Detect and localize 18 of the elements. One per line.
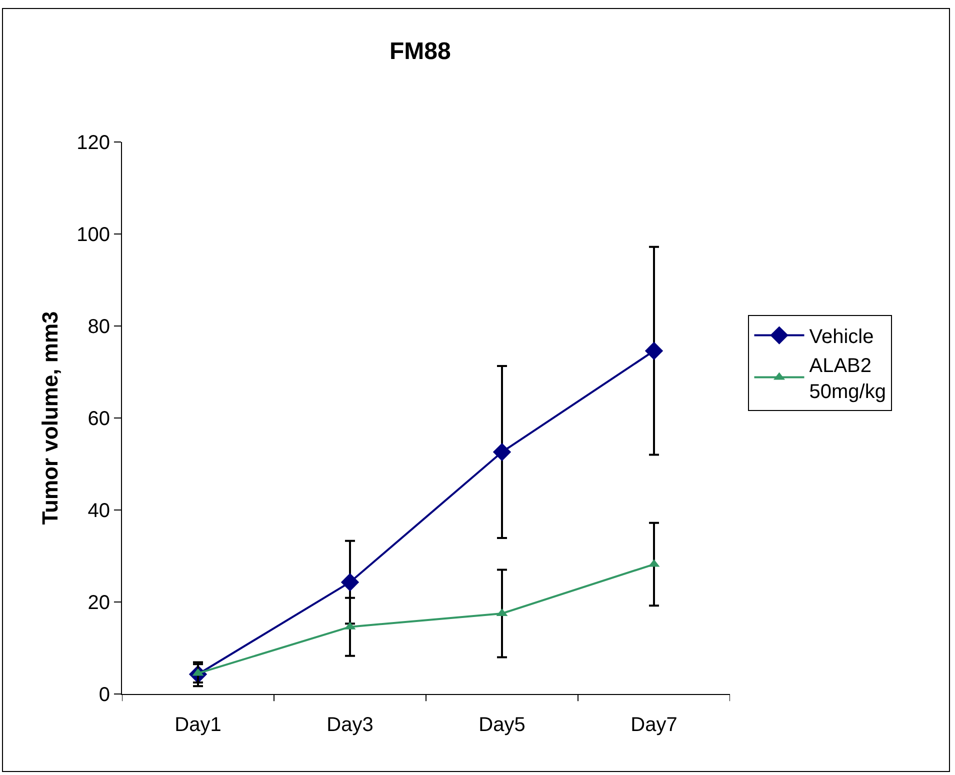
y-tick-label: 100 [76,224,110,246]
y-axis-title: Tumor volume, mm3 [37,311,62,525]
y-tick-label: 0 [98,684,110,706]
y-tick-label: 20 [88,592,110,614]
chart-title: FM88 [390,38,451,65]
y-tick-label: 80 [88,316,110,338]
x-tick-label: Day3 [326,714,374,736]
y-tick-label: 60 [88,408,110,430]
point [492,442,512,462]
point [340,573,360,592]
x-tick-label: Day5 [478,714,526,736]
x-tick-label: Day1 [174,714,222,736]
y-tick-label: 40 [88,500,110,522]
legend-label: Vehicle [809,326,874,348]
point [644,342,664,360]
y-tick-label: 120 [76,132,110,154]
legend-label: ALAB2 50mg/kg [809,355,886,404]
x-tick-label: Day7 [630,714,678,736]
